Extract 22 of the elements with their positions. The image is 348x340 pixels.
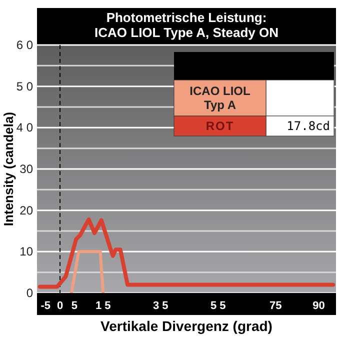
- y-tick-label: 4 0: [16, 120, 34, 135]
- y-tick-label: 10: [20, 244, 34, 259]
- y-tick-label: 20: [20, 203, 34, 218]
- annotation: 17.8cd: [286, 119, 330, 133]
- y-axis-title: Intensity (candela): [1, 112, 16, 226]
- x-tick-label: 90: [312, 300, 325, 312]
- y-tick-label: 30: [20, 162, 34, 176]
- y-tick-label: 0: [26, 286, 34, 300]
- x-tick-label: 3 5: [152, 300, 168, 312]
- x-axis-title: Vertikale Divergenz (grad): [100, 318, 272, 334]
- line-series: [38, 217, 336, 289]
- x-tick-label: 5: [71, 300, 78, 312]
- x-tick-label: -5: [40, 300, 51, 312]
- x-tick-label: 1 5: [95, 300, 111, 312]
- chart-title: Photometrische Leistung: ICAO LIOL Type A, Steady ON: [94, 10, 278, 40]
- x-tick-label: 0: [56, 300, 64, 312]
- x-tick-label: 5 5: [210, 300, 226, 312]
- y-tick-label: 6 0: [16, 38, 34, 52]
- text: ROT: [206, 119, 234, 133]
- text: ICAO LIOL Typ A: [190, 84, 250, 112]
- x-tick-label: 75: [270, 300, 282, 312]
- y-tick-label: 5 0: [16, 79, 34, 94]
